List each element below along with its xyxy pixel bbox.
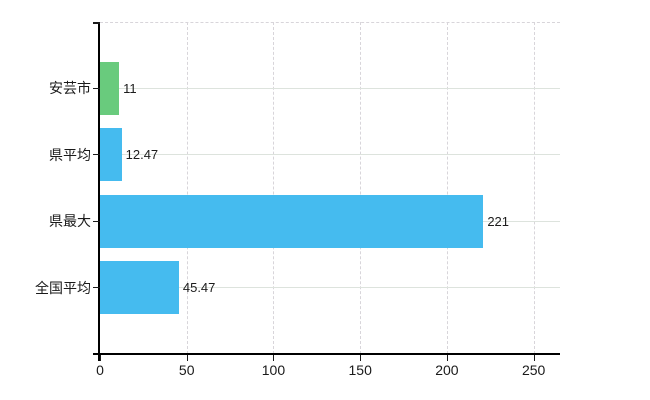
y-axis-tick (93, 154, 100, 156)
y-axis-line (98, 22, 100, 361)
plot-top-border (100, 22, 560, 23)
gridline-horizontal (100, 154, 560, 156)
category-label-安芸市: 安芸市 (49, 80, 91, 97)
x-tick-label-100: 100 (261, 362, 286, 378)
gridline-horizontal (100, 87, 560, 89)
x-axis-tick (533, 355, 535, 361)
y-axis-tick (93, 287, 100, 289)
bar-安芸市[interactable] (100, 61, 120, 115)
x-axis-tick (100, 355, 101, 361)
gridline-vertical (186, 22, 188, 354)
x-axis-tick (273, 355, 275, 361)
gridline-vertical (533, 22, 535, 354)
gridline-vertical (446, 22, 448, 354)
x-tick-label-200: 200 (435, 362, 459, 378)
x-tick-label-250: 250 (521, 362, 546, 378)
bar-県最大[interactable] (100, 194, 484, 248)
category-label-県平均: 県平均 (49, 146, 91, 163)
y-axis-tick (93, 87, 100, 89)
x-tick-label-0: 0 (96, 362, 104, 378)
value-label: 45.47 (182, 280, 216, 296)
x-axis-tick (186, 355, 188, 361)
value-label: 221 (487, 213, 510, 229)
value-label: 11 (123, 80, 137, 96)
gridline-vertical (273, 22, 275, 354)
gridline-vertical (360, 22, 362, 354)
x-axis-tick (360, 355, 362, 361)
bar-県平均[interactable] (100, 128, 122, 182)
value-label: 12.47 (125, 147, 159, 163)
x-tick-label-150: 150 (348, 362, 372, 378)
gridline-horizontal (100, 287, 560, 289)
bar-全国平均[interactable] (100, 261, 179, 315)
x-axis-line (93, 353, 560, 355)
category-label-全国平均: 全国平均 (35, 279, 91, 296)
x-axis-tick (446, 355, 448, 361)
y-axis-tick (93, 220, 100, 222)
y-axis-top-tick (93, 22, 100, 24)
x-tick-label-50: 50 (178, 362, 195, 378)
category-label-県最大: 県最大 (49, 213, 91, 230)
